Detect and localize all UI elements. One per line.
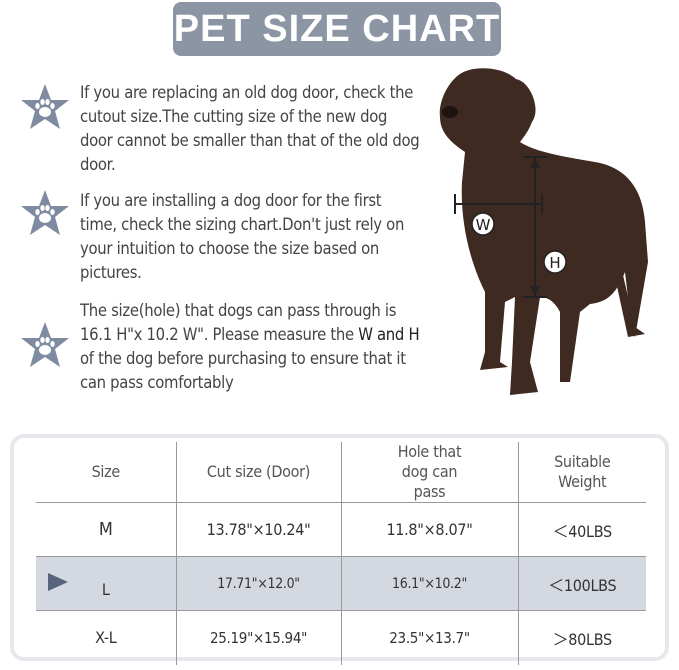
cut-cell: 25.19"×15.94" [175,610,341,665]
tip-installing: If you are installing a dog door for the… [80,191,405,282]
size-cell: L [36,556,176,611]
header-hole: Hole that dog can pass [340,442,518,503]
dog-illustration: W H [439,68,648,395]
paw-star-icon [20,321,70,369]
size-table: Size Cut size (Door) Hole that dog can p… [36,442,646,665]
paw-star-icon [20,83,70,131]
cut-cell: 17.71"×12.0" [175,556,341,611]
weight-cell: ＞80LBS [517,610,646,665]
weight-cell: ＜100LBS [517,556,646,611]
size-table-card: Size Cut size (Door) Hole that dog can p… [10,434,669,665]
height-label: H [549,254,560,272]
weight-cell: ＜40LBS [517,502,646,557]
header-cut-size: Cut size (Door) [175,442,341,503]
hole-cell: 23.5"×13.7" [340,610,518,665]
tip-replacing: If you are replacing an old dog door, ch… [80,83,420,174]
page-title: PET SIZE CHART [173,2,501,56]
table-row-m: M 13.78"×10.24" 11.8"×8.07" ＜40LBS [36,502,646,557]
table-row-l: L 17.71"×12.0" 16.1"×10.2" ＜100LBS [36,556,646,611]
table-row-xl: X-L 25.19"×15.94" 23.5"×13.7" ＞80LBS [36,610,646,665]
size-cell: X-L [95,628,117,648]
header-weight: Suitable Weight [517,442,646,503]
hole-cell: 11.8"×8.07" [340,502,518,557]
header-size: Size [36,442,176,503]
size-cell: M [98,519,113,540]
hole-cell: 16.1"×10.2" [340,556,518,611]
cut-cell: 13.78"×10.24" [175,502,341,557]
table-header: Size Cut size (Door) Hole that dog can p… [36,442,646,503]
selected-arrow-icon [48,573,68,591]
paw-star-icon [20,189,70,237]
tip-hole-size: The size(hole) that dogs can pass throug… [80,301,420,392]
width-label: W [476,216,491,234]
